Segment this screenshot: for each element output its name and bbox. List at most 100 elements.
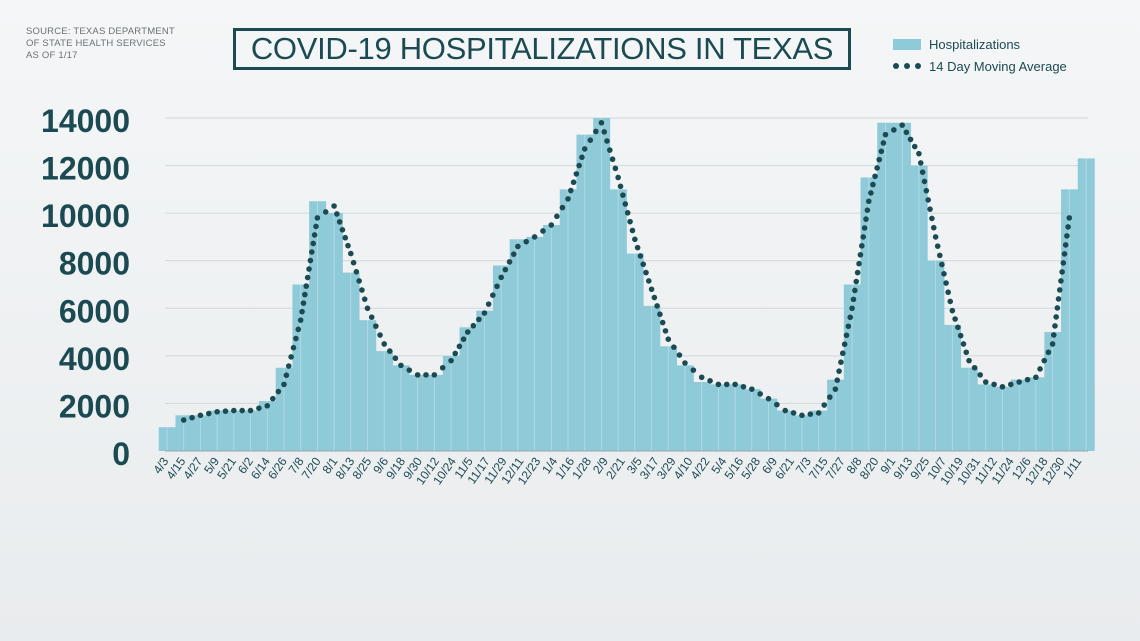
- moving-average-dot: [622, 201, 629, 207]
- y-tick-label: 10000: [41, 198, 130, 234]
- moving-average-dot: [581, 146, 588, 152]
- moving-average-dot: [295, 326, 302, 333]
- moving-average-dot: [637, 253, 644, 259]
- moving-average-dot: [548, 222, 555, 228]
- moving-average-dot: [863, 216, 869, 222]
- moving-average-dot: [359, 287, 365, 293]
- moving-average-dot: [554, 213, 560, 220]
- moving-average-dot: [353, 269, 360, 275]
- moving-average-dot: [955, 324, 961, 331]
- moving-average-dot: [311, 232, 318, 238]
- legend-swatch-dots: [893, 63, 921, 69]
- moving-average-dot: [570, 179, 577, 186]
- moving-average-dot: [313, 223, 319, 230]
- moving-average-dot: [1033, 374, 1039, 381]
- y-tick-label: 2000: [59, 388, 130, 424]
- moving-average-dot: [860, 234, 867, 240]
- moving-average-dot: [845, 323, 852, 330]
- moving-average-dot: [659, 319, 666, 326]
- moving-average-dot: [1064, 233, 1070, 239]
- moving-average-dot: [999, 383, 1006, 390]
- moving-average-dot: [640, 261, 647, 268]
- moving-average-dot: [302, 291, 308, 298]
- moving-average-dot: [952, 316, 958, 322]
- moving-average-dot: [1045, 349, 1052, 356]
- moving-average-dot: [573, 171, 580, 177]
- moving-average-dot: [307, 257, 314, 264]
- moving-average-dot: [1050, 332, 1057, 338]
- moving-average-dot: [615, 174, 621, 181]
- moving-average-dot: [676, 352, 683, 358]
- moving-average-dot: [1024, 376, 1031, 383]
- moving-average-dot: [515, 243, 521, 250]
- moving-average-dot: [452, 350, 459, 357]
- moving-average-dot: [342, 234, 349, 241]
- moving-average-dot: [645, 278, 652, 284]
- moving-average-dot: [485, 301, 492, 307]
- moving-average-dot: [939, 261, 945, 268]
- moving-average-dot: [1059, 269, 1065, 275]
- moving-average-dot: [490, 292, 496, 299]
- moving-average-dot: [476, 316, 482, 323]
- moving-average-dot: [941, 270, 947, 277]
- moving-average-dot: [377, 332, 383, 338]
- moving-average-dot: [836, 368, 842, 374]
- legend-item-moving-average: 14 Day Moving Average: [893, 55, 1067, 77]
- moving-average-dot: [531, 234, 538, 240]
- moving-average-dot: [949, 307, 956, 314]
- moving-average-dot: [214, 408, 220, 415]
- moving-average-dot: [690, 367, 697, 373]
- chart-title-box: COVID-19 HOSPITALIZATIONS IN TEXAS: [233, 28, 851, 70]
- moving-average-dot: [657, 311, 663, 318]
- moving-average-dot: [336, 219, 343, 225]
- moving-average-dot: [838, 359, 844, 366]
- moving-average-dot: [331, 203, 337, 209]
- moving-average-dot: [850, 296, 857, 303]
- moving-average-dot: [502, 266, 509, 273]
- moving-average-dot: [634, 244, 641, 251]
- moving-average-dot: [334, 211, 340, 217]
- y-tick-label: 14000: [41, 103, 130, 139]
- moving-average-dot: [180, 417, 187, 423]
- moving-average-dot: [314, 215, 321, 221]
- moving-average-dot: [891, 127, 897, 133]
- moving-average-dot: [627, 218, 633, 225]
- moving-average-dot: [247, 407, 254, 414]
- moving-average-dot: [364, 305, 371, 312]
- moving-average-dot: [510, 251, 517, 257]
- moving-average-dot: [470, 322, 477, 329]
- moving-average-dot: [927, 206, 933, 212]
- moving-average-dot: [1037, 366, 1043, 372]
- moving-average-dot: [682, 360, 688, 366]
- moving-average-dot: [1065, 224, 1071, 230]
- moving-average-dot: [464, 329, 471, 335]
- y-tick-label: 6000: [59, 293, 130, 329]
- legend-item-hospitalizations: Hospitalizations: [893, 33, 1067, 55]
- moving-average-dot: [601, 129, 608, 135]
- moving-average-dot: [947, 298, 954, 305]
- moving-average-dot: [821, 402, 828, 408]
- moving-average-dot: [456, 343, 463, 350]
- moving-average-dot: [523, 238, 530, 245]
- moving-average-dot: [606, 147, 613, 153]
- y-tick-label: 12000: [41, 151, 130, 187]
- chart-title: COVID-19 HOSPITALIZATIONS IN TEXAS: [250, 31, 834, 66]
- moving-average-dot: [857, 251, 864, 258]
- moving-average-dot: [936, 252, 943, 259]
- moving-average-dot: [861, 225, 868, 231]
- moving-average-dot: [1052, 323, 1058, 329]
- moving-average-dot: [853, 278, 860, 285]
- moving-average-dot: [1053, 314, 1059, 320]
- moving-average-dot: [919, 169, 926, 175]
- moving-average-dot: [348, 250, 354, 257]
- legend: Hospitalizations 14 Day Moving Average: [893, 33, 1067, 77]
- moving-average-dot: [782, 407, 789, 414]
- moving-average-dot: [799, 412, 805, 419]
- y-tick-label: 4000: [59, 341, 130, 377]
- moving-average-dot: [966, 357, 972, 364]
- moving-average-dot: [707, 378, 713, 384]
- moving-average-dot: [1008, 381, 1014, 388]
- moving-average-dot: [665, 336, 672, 343]
- moving-average-dot: [256, 405, 262, 411]
